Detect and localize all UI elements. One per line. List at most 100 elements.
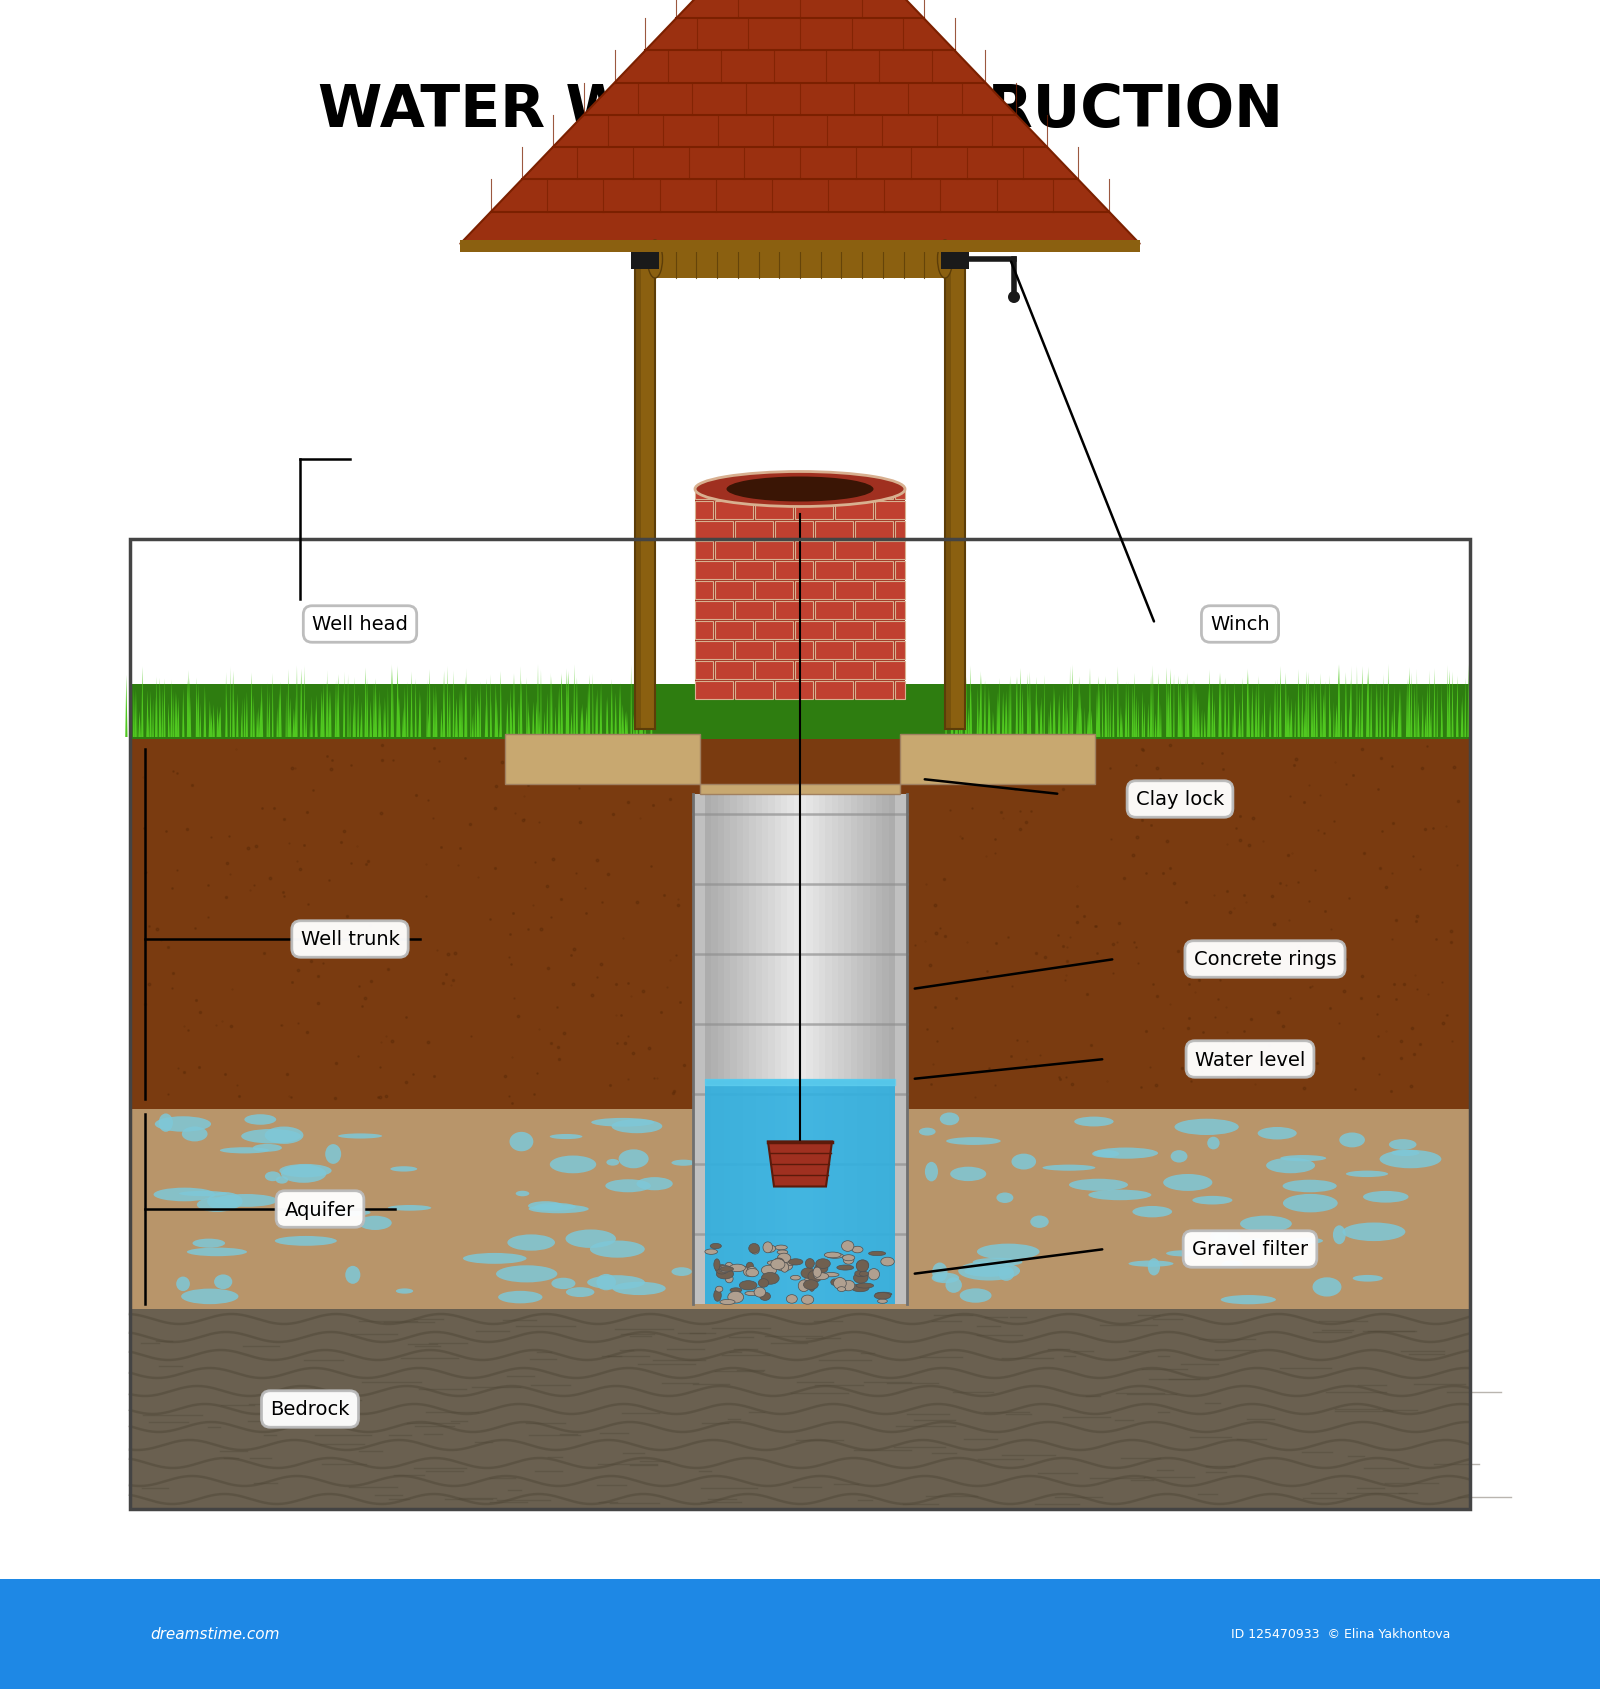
Bar	[814, 522, 853, 540]
Polygon shape	[226, 692, 227, 738]
Polygon shape	[768, 1142, 832, 1187]
Bar	[894, 522, 906, 540]
Polygon shape	[1066, 708, 1069, 738]
Polygon shape	[989, 699, 990, 738]
Polygon shape	[461, 0, 1139, 245]
Polygon shape	[1315, 687, 1318, 738]
Bar	[755, 581, 794, 600]
Ellipse shape	[765, 1245, 776, 1253]
Ellipse shape	[960, 1289, 992, 1302]
Text: Well head: Well head	[312, 615, 408, 633]
Polygon shape	[1117, 714, 1118, 738]
Polygon shape	[1306, 672, 1307, 738]
Ellipse shape	[192, 1240, 226, 1248]
Ellipse shape	[275, 1236, 338, 1246]
Polygon shape	[958, 677, 960, 738]
Polygon shape	[1238, 711, 1240, 738]
Ellipse shape	[749, 1243, 760, 1253]
Bar	[130, 740, 1470, 1110]
Ellipse shape	[715, 1265, 728, 1274]
Ellipse shape	[728, 1292, 744, 1304]
Ellipse shape	[773, 1258, 784, 1268]
Bar	[694, 601, 733, 620]
Polygon shape	[360, 701, 363, 738]
Bar	[130, 540, 1470, 1508]
Polygon shape	[997, 692, 998, 738]
Ellipse shape	[790, 1275, 800, 1280]
Polygon shape	[315, 696, 317, 738]
Polygon shape	[1080, 692, 1082, 738]
Bar	[838, 794, 845, 1304]
Ellipse shape	[824, 1252, 842, 1258]
Ellipse shape	[826, 1253, 843, 1258]
Ellipse shape	[931, 1274, 958, 1284]
Ellipse shape	[1069, 1179, 1128, 1191]
Polygon shape	[259, 701, 262, 738]
Polygon shape	[336, 676, 339, 738]
Ellipse shape	[808, 1280, 814, 1292]
Polygon shape	[955, 706, 957, 738]
Polygon shape	[1147, 703, 1149, 738]
Bar	[806, 794, 813, 1304]
Ellipse shape	[946, 1277, 962, 1294]
Polygon shape	[1125, 682, 1128, 738]
Polygon shape	[1366, 667, 1370, 738]
Ellipse shape	[672, 1160, 696, 1165]
Polygon shape	[454, 699, 458, 738]
Polygon shape	[146, 691, 149, 738]
Polygon shape	[506, 703, 509, 738]
Polygon shape	[1219, 713, 1221, 738]
Polygon shape	[306, 709, 307, 738]
Ellipse shape	[1174, 1120, 1238, 1135]
Ellipse shape	[1011, 1154, 1037, 1170]
Polygon shape	[390, 665, 392, 738]
Polygon shape	[178, 698, 179, 738]
Ellipse shape	[282, 1165, 326, 1182]
Bar	[0, 1579, 1600, 1689]
Bar	[875, 542, 906, 559]
Ellipse shape	[1280, 1155, 1326, 1162]
Text: Clay lock: Clay lock	[1136, 790, 1224, 809]
Ellipse shape	[856, 1284, 874, 1289]
Polygon shape	[397, 667, 398, 738]
Polygon shape	[600, 713, 602, 738]
Bar	[734, 562, 773, 579]
Polygon shape	[510, 687, 512, 738]
Bar	[941, 250, 970, 270]
Polygon shape	[326, 681, 328, 738]
Polygon shape	[141, 667, 144, 738]
Ellipse shape	[925, 1162, 938, 1182]
Polygon shape	[419, 691, 421, 738]
Ellipse shape	[997, 1192, 1013, 1203]
Ellipse shape	[264, 1127, 304, 1143]
Bar	[814, 601, 853, 620]
Bar	[694, 662, 714, 679]
Ellipse shape	[1342, 1223, 1405, 1241]
Polygon shape	[288, 698, 291, 738]
Polygon shape	[338, 699, 339, 738]
Polygon shape	[1349, 708, 1350, 738]
Polygon shape	[597, 689, 598, 738]
Polygon shape	[533, 703, 534, 738]
Polygon shape	[246, 692, 248, 738]
Polygon shape	[984, 681, 986, 738]
Ellipse shape	[387, 1206, 432, 1211]
Polygon shape	[1430, 708, 1432, 738]
Polygon shape	[448, 691, 451, 738]
Ellipse shape	[706, 1250, 717, 1255]
Circle shape	[1008, 292, 1019, 304]
Polygon shape	[600, 682, 602, 738]
Bar	[854, 490, 893, 500]
Ellipse shape	[746, 1268, 758, 1277]
Polygon shape	[1037, 704, 1038, 738]
Bar	[894, 490, 906, 500]
Polygon shape	[1280, 667, 1282, 738]
Polygon shape	[486, 679, 488, 738]
Polygon shape	[158, 679, 162, 738]
Ellipse shape	[778, 1253, 790, 1263]
Ellipse shape	[390, 1167, 418, 1172]
Ellipse shape	[242, 1130, 301, 1143]
Polygon shape	[1211, 684, 1213, 738]
Bar	[814, 562, 853, 579]
Bar	[835, 662, 874, 679]
